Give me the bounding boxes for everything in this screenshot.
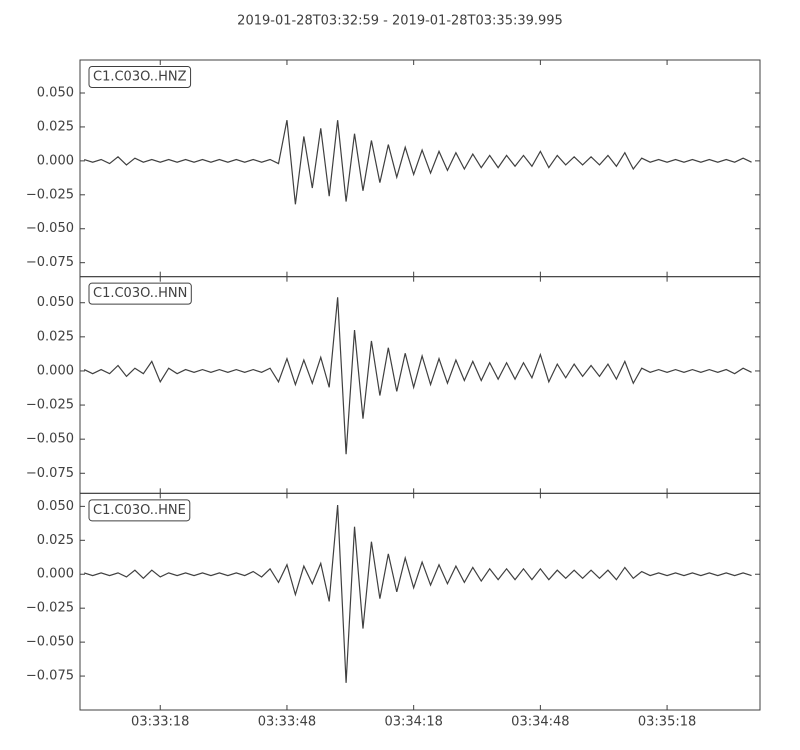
panel-frame (79, 492, 761, 711)
y-tick-label: −0.025 (26, 398, 74, 413)
trace-label: C1.C03O..HNE (93, 503, 186, 518)
x-tick-label: 03:35:18 (638, 715, 696, 730)
y-tick-label: 0.000 (37, 153, 74, 168)
panel-frame (79, 276, 761, 494)
y-tick-label: −0.075 (26, 669, 74, 684)
y-tick-label: 0.050 (37, 85, 74, 100)
chart-title: 2019-01-28T03:32:59 - 2019-01-28T03:35:3… (237, 14, 563, 29)
y-tick-label: −0.075 (26, 466, 74, 481)
x-tick-label: 03:34:48 (511, 715, 569, 730)
waveform (84, 120, 752, 205)
waveform (84, 504, 752, 683)
trace-label-box (88, 282, 192, 305)
trace-label: C1.C03O..HNN (93, 286, 187, 301)
y-tick-label: 0.025 (37, 119, 74, 134)
y-tick-label: −0.075 (26, 255, 74, 270)
panel-frame (79, 59, 761, 278)
x-tick-label: 03:33:48 (258, 715, 316, 730)
trace-label-box (88, 66, 192, 88)
y-tick-label: −0.050 (26, 635, 74, 650)
waveform (83, 297, 752, 455)
y-tick-label: −0.025 (26, 601, 74, 616)
x-tick-label: 03:33:18 (131, 715, 189, 730)
y-tick-label: 0.050 (37, 499, 74, 514)
y-tick-label: 0.000 (37, 567, 74, 582)
y-tick-label: −0.050 (26, 221, 74, 236)
trace-label: C1.C03O..HNZ (93, 70, 187, 85)
y-tick-label: 0.025 (37, 533, 74, 548)
y-tick-label: 0.025 (37, 329, 74, 344)
y-tick-label: −0.025 (26, 187, 74, 202)
y-tick-label: 0.000 (37, 363, 74, 378)
y-tick-label: −0.050 (26, 432, 74, 447)
trace-label-box (88, 499, 191, 522)
y-tick-label: 0.050 (37, 295, 74, 310)
x-tick-label: 03:34:18 (384, 715, 442, 730)
